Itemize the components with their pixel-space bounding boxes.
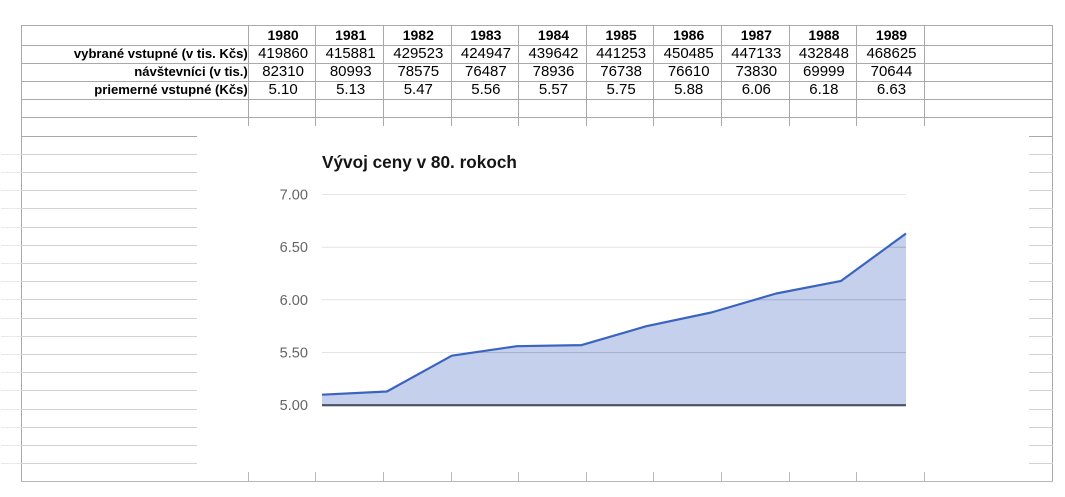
svg-text:7.00: 7.00	[280, 187, 308, 203]
svg-text:5.00: 5.00	[280, 398, 308, 414]
svg-text:Vývoj ceny v 80. rokoch: Vývoj ceny v 80. rokoch	[322, 152, 517, 172]
svg-text:6.00: 6.00	[280, 293, 308, 309]
svg-text:6.50: 6.50	[280, 240, 308, 256]
svg-text:5.50: 5.50	[280, 345, 308, 361]
